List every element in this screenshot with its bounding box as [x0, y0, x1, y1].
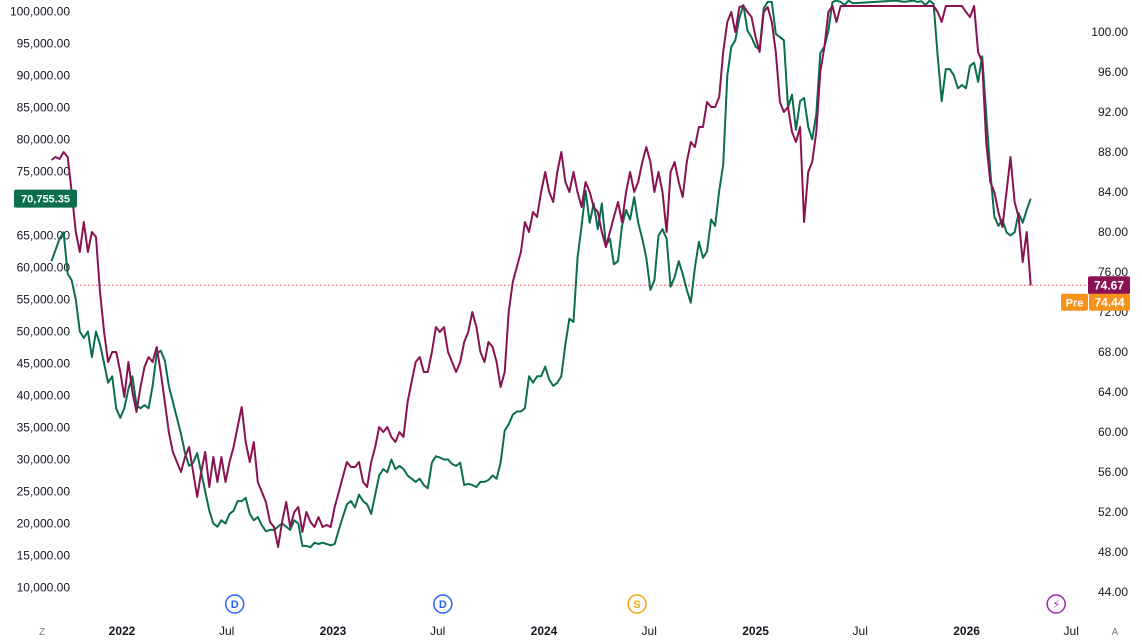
right-axis-tick-label: 56.00	[1098, 465, 1128, 479]
time-axis-tick-label: 2026	[953, 624, 980, 638]
right-axis-tick-label: 44.00	[1098, 585, 1128, 599]
right-current-value-badge	[1088, 276, 1130, 295]
left-axis-tick-label: 95,000.00	[17, 37, 71, 51]
left-axis-tick-label: 60,000.00	[17, 261, 71, 275]
left-axis-tick-label: 30,000.00	[17, 453, 71, 467]
left-axis-tick-label: 75,000.00	[17, 165, 71, 179]
time-axis-tick-label: 2022	[109, 624, 136, 638]
right-axis-tick-label: 68.00	[1098, 345, 1128, 359]
left-axis-tick-label: 100,000.00	[10, 5, 70, 19]
time-axis[interactable]: 2022 Jul 2023 Jul 2024 Jul 2025 Jul 2026 Jul	[109, 624, 1079, 638]
event-marker-circle	[1046, 594, 1066, 614]
right-axis-tick-label: 88.00	[1098, 145, 1128, 159]
event-marker[interactable]: D	[433, 594, 453, 614]
time-axis-tick-label: Jul	[219, 624, 234, 638]
event-marker-letter: D	[439, 599, 447, 611]
left-axis-tick-label: 55,000.00	[17, 293, 71, 307]
right-axis-tick-label: 48.00	[1098, 545, 1128, 559]
right-axis-tick-label: 52.00	[1098, 505, 1128, 519]
event-marker-circle	[224, 594, 245, 614]
auto-scale-corner-label[interactable]: A	[1112, 627, 1119, 638]
left-axis-tick-label: 35,000.00	[17, 421, 71, 435]
timezone-corner-label[interactable]: Z	[39, 627, 45, 638]
premarket-value-label: 74.44	[1094, 295, 1124, 309]
right-axis-tick-label: 76.00	[1098, 265, 1128, 279]
right-axis-tick-label: 84.00	[1098, 185, 1128, 199]
left-axis-tick-label: 65,000.00	[17, 229, 71, 243]
time-axis-tick-label: Jul	[853, 624, 868, 638]
event-marker-letter: S	[633, 599, 640, 611]
event-marker-letter: ⚡	[1052, 599, 1060, 611]
price-badges: 70,755.35 74.67 Pre 74.44	[14, 189, 1130, 311]
right-axis-tick-label: 80.00	[1098, 225, 1128, 239]
right-axis-tick-label: 92.00	[1098, 105, 1128, 119]
left-axis-tick-label: 50,000.00	[17, 325, 71, 339]
time-axis-tick-label: 2024	[531, 624, 558, 638]
event-marker[interactable]: ⚡	[1046, 594, 1066, 614]
left-axis-tick-label: 90,000.00	[17, 69, 71, 83]
event-marker-circle	[627, 594, 647, 614]
series-layer	[50, 0, 1032, 549]
left-axis-tick-label: 20,000.00	[17, 517, 71, 531]
time-axis-tick-label: 2025	[742, 624, 769, 638]
event-marker-circle	[433, 594, 453, 614]
event-marker[interactable]: S	[627, 594, 647, 614]
event-marker-letter: D	[231, 599, 239, 611]
left-axis-tick-label: 40,000.00	[17, 389, 71, 403]
events-layer: D D S ⚡	[224, 594, 1066, 614]
left-current-value-badge	[14, 189, 77, 208]
event-marker[interactable]: D	[224, 594, 245, 614]
left-axis-tick-label: 85,000.00	[17, 101, 71, 115]
left-axis-tick-label: 10,000.00	[17, 581, 71, 595]
left-axis-tick-label: 80,000.00	[17, 133, 71, 147]
series-line-left-axis[interactable]	[50, 0, 1032, 549]
series-line-right-axis[interactable]	[50, 5, 1032, 548]
left-price-axis[interactable]: 10,000.00 15,000.00 20,000.00 25,000.00 30,0…	[10, 5, 70, 595]
premarket-tag-badge	[1061, 293, 1088, 311]
premarket-value-badge	[1089, 293, 1130, 311]
right-axis-tick-label: 60.00	[1098, 425, 1128, 439]
right-current-value-label: 74.67	[1094, 278, 1124, 292]
left-axis-tick-label: 45,000.00	[17, 357, 71, 371]
right-axis-tick-label: 64.00	[1098, 385, 1128, 399]
time-axis-tick-label: Jul	[642, 624, 657, 638]
right-axis-tick-label: 96.00	[1098, 65, 1128, 79]
left-axis-tick-label: 15,000.00	[17, 549, 71, 563]
premarket-tag-label: Pre	[1066, 297, 1084, 309]
time-axis-tick-label: 2023	[320, 624, 347, 638]
left-axis-tick-label: 25,000.00	[17, 485, 71, 499]
time-axis-tick-label: Jul	[1064, 624, 1079, 638]
right-axis-tick-label: 100.00	[1091, 25, 1128, 39]
left-current-value-label: 70,755.35	[21, 194, 70, 206]
right-price-axis[interactable]: 44.0048.0052.0056.0060.0064.0068.0072.00…	[1091, 25, 1128, 599]
time-axis-tick-label: Jul	[430, 624, 445, 638]
